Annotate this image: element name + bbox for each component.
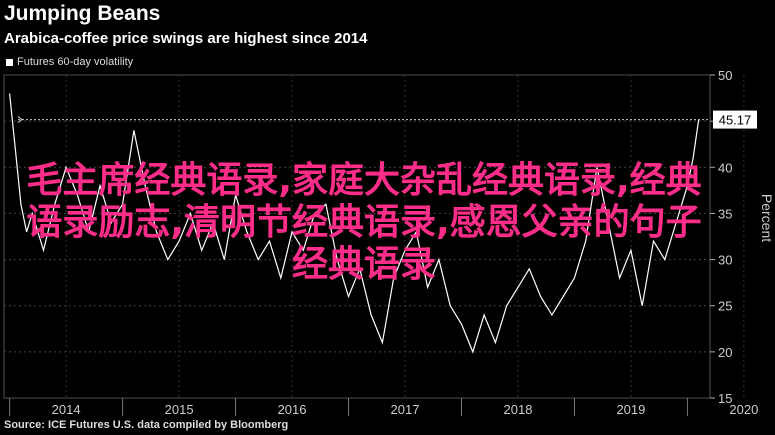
y-tick-label: 25 bbox=[718, 299, 732, 314]
y-tick-label: 35 bbox=[718, 206, 732, 221]
x-tick-label: 2014 bbox=[52, 402, 81, 417]
x-tick-label: 2016 bbox=[278, 402, 307, 417]
chart-subtitle: Arabica-coffee price swings are highest … bbox=[4, 30, 368, 47]
y-tick-label: 40 bbox=[718, 160, 732, 175]
y-tick-label: 20 bbox=[718, 345, 732, 360]
plot-frame bbox=[3, 74, 711, 399]
last-value-label-box bbox=[713, 110, 757, 129]
legend-label: Futures 60-day volatility bbox=[17, 56, 134, 68]
x-tick-label: 2019 bbox=[616, 402, 645, 417]
y-axis-label: Percent bbox=[759, 194, 775, 242]
x-tick-label: 2020 bbox=[729, 402, 758, 417]
legend-swatch bbox=[6, 58, 13, 66]
y-tick-label: 15 bbox=[718, 391, 732, 406]
series-line bbox=[9, 93, 700, 354]
x-tick-label: 2015 bbox=[165, 402, 194, 417]
legend: Futures 60-day volatility bbox=[6, 56, 133, 68]
x-tick-label: 2017 bbox=[391, 402, 420, 417]
chart-title: Jumping Beans bbox=[4, 2, 161, 25]
overlay-text: 毛主席经典语录,家庭大杂乱经典语录,经典语录励志,清明节经典语录,感恩父亲的句子… bbox=[26, 160, 702, 285]
y-tick-label: 30 bbox=[718, 253, 732, 268]
reference-arrow bbox=[17, 116, 23, 123]
last-value-label: 45.17 bbox=[719, 113, 752, 128]
y-tick-label: 50 bbox=[718, 68, 732, 83]
source-note: Source: ICE Futures U.S. data compiled b… bbox=[4, 419, 289, 431]
x-tick-label: 2018 bbox=[504, 402, 533, 417]
